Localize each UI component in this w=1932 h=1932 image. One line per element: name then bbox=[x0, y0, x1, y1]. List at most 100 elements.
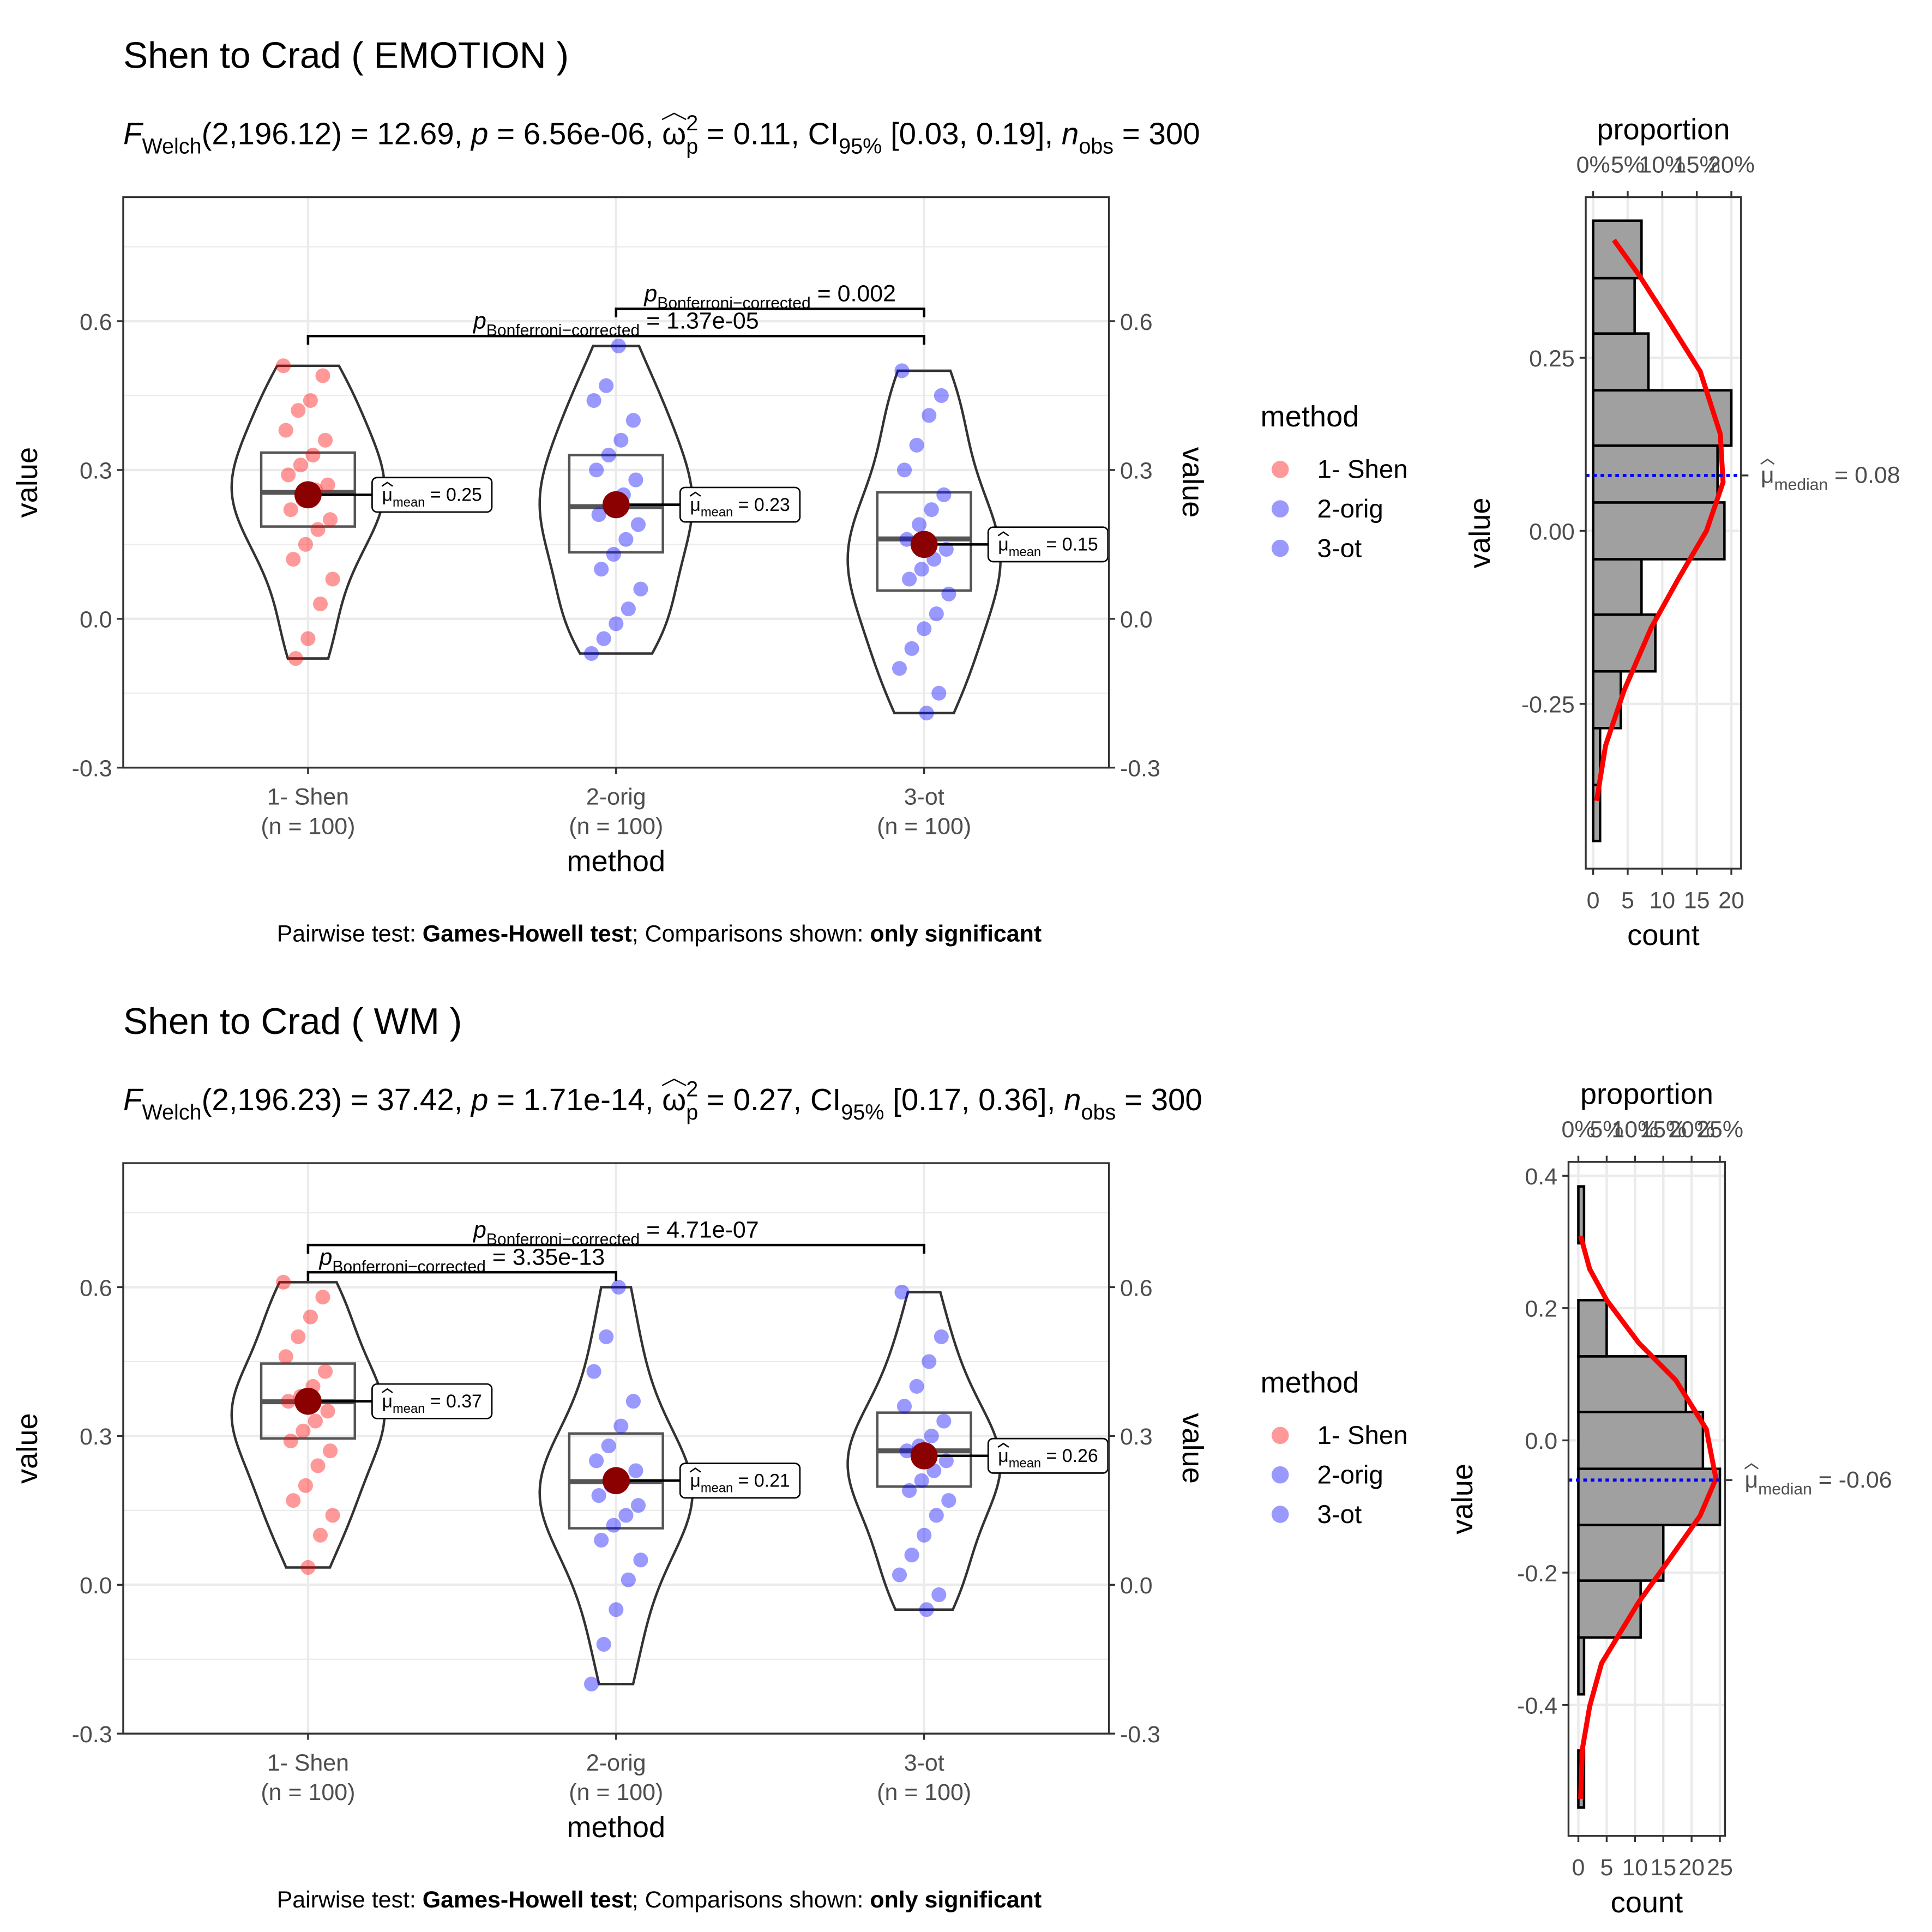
rich-text-part: n bbox=[1064, 1082, 1081, 1117]
x2-tick-label: 15% bbox=[1640, 1117, 1687, 1143]
rich-text-part: only significant bbox=[870, 1887, 1042, 1913]
point bbox=[296, 1423, 311, 1439]
point bbox=[909, 437, 924, 453]
x-tick-label: 5 bbox=[1600, 1855, 1613, 1881]
comparison-bracket bbox=[306, 334, 925, 345]
point bbox=[599, 1329, 614, 1344]
mean-label-box bbox=[371, 1383, 493, 1419]
rich-text-part: p bbox=[686, 134, 698, 158]
rich-text: μ mean = 0.23 bbox=[689, 491, 790, 520]
x2-tick-label: 15% bbox=[1674, 152, 1720, 178]
rich-text-part: p bbox=[643, 281, 657, 307]
x-tick-label: 15 bbox=[1650, 1855, 1676, 1881]
point bbox=[902, 571, 917, 587]
point bbox=[899, 532, 914, 547]
y-axis-title: value bbox=[1446, 1464, 1479, 1534]
legend-key bbox=[1271, 1506, 1289, 1523]
x-axis-title: method bbox=[567, 845, 665, 878]
y2-tick-label: 0.6 bbox=[1120, 309, 1153, 335]
x2-tick-label: 20% bbox=[1668, 1117, 1715, 1143]
y-tick-label: 0.0 bbox=[80, 1573, 112, 1599]
mean-label-box bbox=[987, 526, 1109, 563]
point bbox=[584, 646, 599, 661]
rich-text-part: p bbox=[470, 1082, 488, 1117]
point bbox=[922, 408, 937, 423]
rich-text-part: = bbox=[486, 1244, 513, 1271]
chart-title: Shen to Crad ( EMOTION ) bbox=[123, 35, 569, 76]
y2-tick-label: -0.3 bbox=[1120, 756, 1160, 782]
legend-label: 2-orig bbox=[1317, 495, 1383, 523]
point bbox=[892, 1567, 907, 1582]
y-tick-label: 0.00 bbox=[1529, 519, 1575, 545]
hat bbox=[997, 1442, 1009, 1448]
mean-point bbox=[910, 1442, 938, 1470]
violin bbox=[846, 1291, 1002, 1611]
point bbox=[904, 641, 919, 656]
x2-axis-title: proportion bbox=[1597, 113, 1730, 146]
y-axis-title: value bbox=[1464, 497, 1496, 568]
histogram-bar bbox=[1577, 1411, 1705, 1470]
comparison-bracket bbox=[306, 1271, 618, 1281]
y-tick-label: 0.0 bbox=[1525, 1428, 1557, 1454]
point bbox=[618, 1508, 634, 1523]
y2-tick-label: 0.3 bbox=[1120, 458, 1153, 484]
point bbox=[904, 1548, 919, 1563]
point bbox=[293, 458, 308, 473]
hat bbox=[689, 1467, 701, 1473]
y2-axis-title: value bbox=[1176, 447, 1209, 518]
point bbox=[286, 1493, 301, 1508]
point bbox=[317, 1364, 333, 1379]
point bbox=[912, 517, 927, 532]
rich-text-part: obs bbox=[1081, 1100, 1116, 1124]
point bbox=[317, 432, 333, 448]
x-tick-label: 2-orig bbox=[586, 784, 646, 810]
rich-text-part: p bbox=[470, 116, 488, 151]
y-tick-label: -0.2 bbox=[1517, 1561, 1557, 1587]
rich-text-part: = bbox=[1041, 1446, 1062, 1466]
point bbox=[601, 1439, 616, 1454]
rich-text-part: 0.25 bbox=[446, 485, 482, 505]
x-tick-label: 20 bbox=[1678, 1855, 1705, 1881]
point bbox=[611, 338, 626, 354]
point bbox=[929, 1508, 944, 1523]
y-axis-title: value bbox=[11, 1413, 44, 1484]
rich-text-part: median bbox=[1774, 476, 1828, 493]
rich-text-part: n bbox=[1062, 116, 1079, 151]
point bbox=[929, 606, 944, 622]
hat bbox=[661, 112, 687, 121]
rich-text-part: μ bbox=[1745, 1467, 1759, 1493]
legend-label: 1- Shen bbox=[1317, 1421, 1407, 1450]
point bbox=[315, 1290, 330, 1305]
point bbox=[919, 706, 934, 721]
panel-border bbox=[1585, 196, 1742, 870]
rich-text-part: 3.35e-13 bbox=[513, 1244, 605, 1271]
rich-text-part: 95% bbox=[841, 1100, 884, 1124]
point bbox=[625, 1394, 641, 1409]
rich-text-part: = 0.27, CI bbox=[698, 1082, 841, 1117]
x-tick-sublabel: (n = 100) bbox=[569, 1779, 663, 1805]
x2-tick-label: 0% bbox=[1576, 152, 1610, 178]
legend-title: method bbox=[1261, 1366, 1359, 1399]
point bbox=[312, 596, 328, 612]
y-tick-label: 0.25 bbox=[1529, 346, 1575, 372]
box bbox=[260, 451, 357, 528]
rich-text: μ mean = 0.37 bbox=[381, 1388, 482, 1416]
x-axis-title: count bbox=[1611, 1886, 1683, 1919]
rich-text-part: 95% bbox=[839, 134, 882, 158]
x-tick-label: 1- Shen bbox=[267, 1750, 349, 1776]
point bbox=[303, 393, 318, 408]
rich-text-part: μ bbox=[1761, 462, 1774, 488]
legend-key bbox=[1271, 461, 1289, 478]
point bbox=[300, 631, 316, 646]
legend-key bbox=[1271, 1466, 1289, 1484]
violin-chart: Shen to Crad ( WM ) F Welch (2,196.23) = 37… bbox=[11, 1001, 1408, 1913]
y-tick-label: -0.3 bbox=[72, 756, 112, 782]
point bbox=[308, 1413, 323, 1429]
rich-text-part: μ bbox=[382, 485, 393, 505]
rich-text-part: p bbox=[686, 1100, 698, 1124]
rich-text-part: mean bbox=[393, 496, 425, 510]
rich-text-part: mean bbox=[1009, 545, 1041, 559]
point bbox=[618, 532, 634, 547]
